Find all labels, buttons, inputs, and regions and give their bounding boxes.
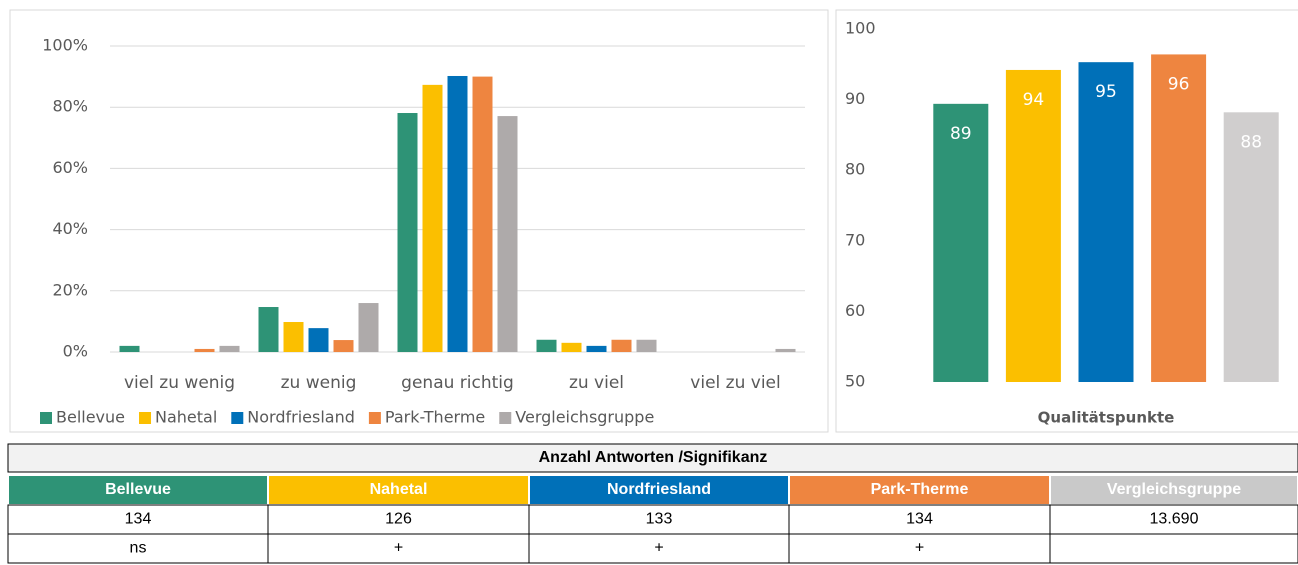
table-cell: [788, 504, 1051, 535]
cell-text: +: [915, 540, 924, 557]
cell-text: 126: [385, 511, 412, 528]
y-tick-label: 70: [845, 230, 865, 249]
header-label: Nordfriesland: [607, 481, 711, 498]
table-title: Anzahl Antworten /Signifikanz: [539, 449, 768, 466]
bar: [283, 322, 304, 352]
cell-text: 134: [125, 511, 152, 528]
y-tick-label: 60%: [52, 158, 88, 177]
bar: [119, 345, 140, 352]
table-cell: [1049, 504, 1298, 535]
chart-panel: [9, 9, 829, 433]
legend-swatch: [368, 412, 381, 424]
header-label: Bellevue: [105, 481, 171, 498]
bar: [358, 303, 379, 352]
header-cell: [1051, 476, 1297, 504]
table-title-cell: [7, 443, 1298, 473]
header-cell: [530, 476, 788, 504]
table-cell: [788, 533, 1051, 564]
bar: [611, 339, 632, 352]
bar: [1223, 112, 1279, 383]
legend-label: Nordfriesland: [247, 408, 355, 427]
cell-text: 13.690: [1150, 511, 1199, 528]
cell-text: +: [394, 540, 403, 557]
cell-text: 133: [646, 511, 673, 528]
bar: [308, 328, 329, 352]
header-label: Nahetal: [370, 481, 428, 498]
bar: [1151, 54, 1207, 382]
bar: [333, 340, 354, 352]
bar: [194, 348, 215, 352]
legend-swatch: [499, 412, 512, 424]
bar: [636, 339, 657, 352]
bar: [586, 345, 607, 352]
x-tick-label: Qualitätspunkte: [1038, 409, 1175, 427]
chart-panel: [835, 9, 1298, 433]
table-cell: [528, 504, 790, 535]
value-label: 96: [1168, 74, 1190, 94]
header-label: Vergleichsgruppe: [1107, 481, 1241, 498]
bar: [1078, 62, 1134, 382]
bar: [397, 113, 418, 352]
table-cell: [1049, 533, 1298, 564]
bar: [775, 348, 796, 352]
legend-label: Park-Therme: [385, 408, 485, 427]
cell-text: +: [654, 540, 663, 557]
bar: [497, 116, 518, 352]
legend-swatch: [231, 412, 244, 424]
bar: [561, 342, 582, 352]
header-cell: [9, 476, 267, 504]
y-tick-label: 20%: [52, 280, 88, 299]
bar: [258, 307, 279, 352]
cell-text: 134: [906, 511, 933, 528]
value-label: 88: [1240, 132, 1262, 152]
bar: [219, 345, 240, 352]
value-label: 94: [1023, 90, 1045, 110]
bar: [422, 84, 443, 352]
y-tick-label: 90: [845, 89, 865, 108]
bar: [447, 75, 468, 352]
y-tick-label: 0%: [63, 342, 88, 361]
legend-swatch: [40, 412, 52, 424]
header-cell: [790, 476, 1049, 504]
bar: [472, 76, 493, 352]
y-tick-label: 50: [845, 372, 865, 391]
y-tick-label: 100%: [42, 36, 88, 55]
x-tick-label: viel zu viel: [690, 373, 780, 393]
y-tick-label: 100: [845, 19, 876, 38]
x-tick-label: genau richtig: [401, 373, 514, 393]
legend-label: Bellevue: [56, 408, 125, 427]
table-cell: [528, 533, 790, 564]
legend-label: Nahetal: [155, 408, 217, 427]
value-label: 95: [1095, 82, 1117, 102]
table-cell: [267, 533, 530, 564]
y-tick-label: 80%: [52, 97, 88, 116]
table-cell: [267, 504, 530, 535]
cell-text: ns: [130, 540, 147, 557]
header-cell: [269, 476, 528, 504]
legend-label: Vergleichsgruppe: [515, 408, 654, 427]
legend-swatch: [139, 412, 152, 424]
table-cell: [7, 533, 269, 564]
x-tick-label: zu wenig: [281, 373, 357, 393]
header-label: Park-Therme: [871, 481, 969, 498]
bar: [1005, 69, 1061, 382]
bar: [536, 339, 557, 352]
value-label: 89: [950, 124, 972, 144]
bar: [933, 103, 989, 382]
y-tick-label: 40%: [52, 219, 88, 238]
x-tick-label: zu viel: [569, 373, 624, 393]
y-tick-label: 80: [845, 160, 865, 179]
x-tick-label: viel zu wenig: [124, 373, 235, 393]
y-tick-label: 60: [845, 301, 865, 320]
